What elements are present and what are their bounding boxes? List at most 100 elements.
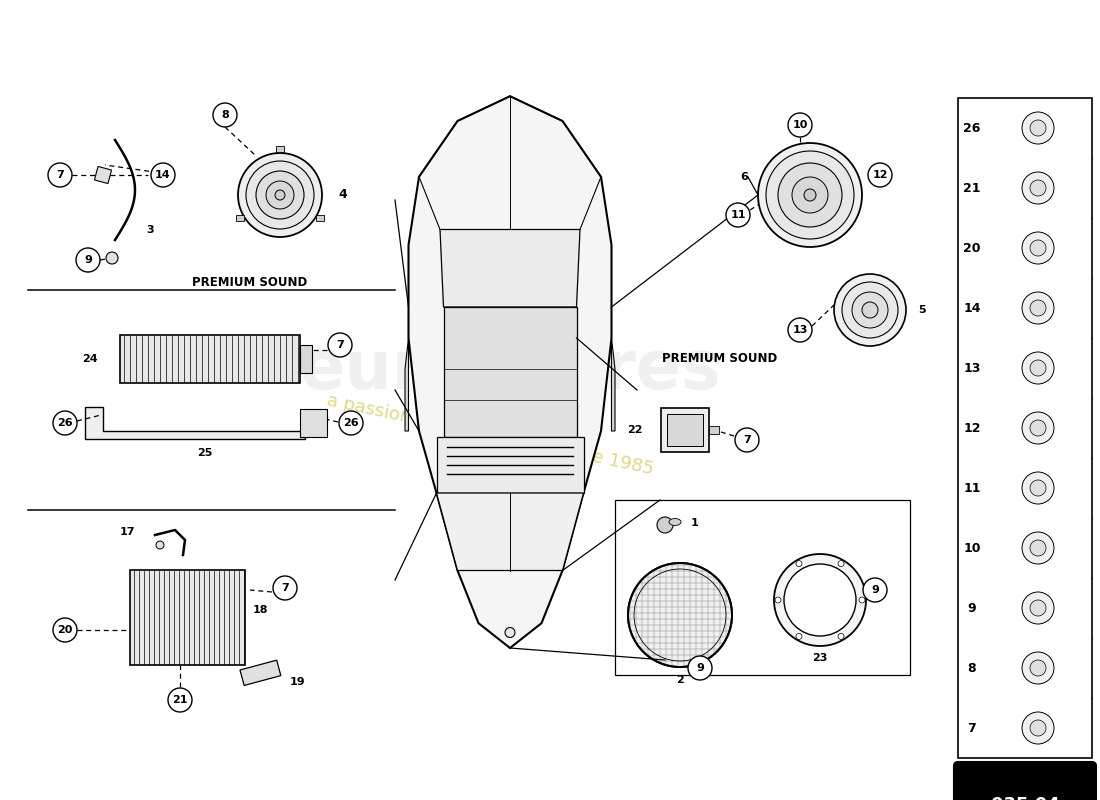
Text: 12: 12 xyxy=(872,170,888,180)
Circle shape xyxy=(1022,112,1054,144)
Circle shape xyxy=(1030,480,1046,496)
Circle shape xyxy=(852,292,888,328)
Text: 4: 4 xyxy=(338,189,346,202)
Polygon shape xyxy=(408,96,612,648)
Text: 7: 7 xyxy=(56,170,64,180)
Circle shape xyxy=(868,163,892,187)
Circle shape xyxy=(834,274,906,346)
Polygon shape xyxy=(85,407,305,439)
Circle shape xyxy=(778,163,842,227)
Bar xyxy=(120,335,300,383)
Circle shape xyxy=(76,248,100,272)
Text: PREMIUM SOUND: PREMIUM SOUND xyxy=(192,277,308,290)
Circle shape xyxy=(796,634,802,639)
Circle shape xyxy=(1030,120,1046,136)
Text: 11: 11 xyxy=(964,482,981,494)
Text: 7: 7 xyxy=(968,722,977,734)
Polygon shape xyxy=(437,437,583,493)
Text: PREMIUM SOUND: PREMIUM SOUND xyxy=(662,351,778,365)
Circle shape xyxy=(735,428,759,452)
Text: 10: 10 xyxy=(964,542,981,554)
Circle shape xyxy=(1030,420,1046,436)
Circle shape xyxy=(1030,720,1046,736)
Text: 7: 7 xyxy=(282,583,289,593)
Circle shape xyxy=(156,541,164,549)
Text: 21: 21 xyxy=(173,695,188,705)
Text: 11: 11 xyxy=(730,210,746,220)
Circle shape xyxy=(1022,532,1054,564)
Circle shape xyxy=(213,103,236,127)
Text: 20: 20 xyxy=(57,625,73,635)
Text: 18: 18 xyxy=(253,605,268,615)
Circle shape xyxy=(838,561,844,566)
Circle shape xyxy=(784,564,856,636)
Circle shape xyxy=(1030,180,1046,196)
Text: 12: 12 xyxy=(964,422,981,434)
Text: 14: 14 xyxy=(155,170,170,180)
Circle shape xyxy=(657,517,673,533)
Circle shape xyxy=(1022,352,1054,384)
Circle shape xyxy=(766,151,854,239)
Circle shape xyxy=(1030,540,1046,556)
Circle shape xyxy=(1030,660,1046,676)
Bar xyxy=(95,166,111,183)
Text: 24: 24 xyxy=(82,354,98,364)
Polygon shape xyxy=(443,307,576,437)
Text: 23: 23 xyxy=(812,653,827,663)
Bar xyxy=(236,215,244,221)
Circle shape xyxy=(328,333,352,357)
Text: 1: 1 xyxy=(691,518,698,528)
Text: 7: 7 xyxy=(744,435,751,445)
Circle shape xyxy=(726,203,750,227)
Circle shape xyxy=(1022,232,1054,264)
Text: 8: 8 xyxy=(968,662,977,674)
Circle shape xyxy=(275,190,285,200)
Circle shape xyxy=(1030,360,1046,376)
Circle shape xyxy=(628,563,732,667)
Circle shape xyxy=(792,177,828,213)
Text: 7: 7 xyxy=(337,340,344,350)
Polygon shape xyxy=(300,409,327,437)
Circle shape xyxy=(339,411,363,435)
FancyBboxPatch shape xyxy=(954,762,1096,800)
Circle shape xyxy=(1022,472,1054,504)
Text: 25: 25 xyxy=(197,448,212,458)
Circle shape xyxy=(842,282,898,338)
Circle shape xyxy=(862,302,878,318)
Text: 14: 14 xyxy=(964,302,981,314)
Text: 2: 2 xyxy=(676,675,684,685)
Circle shape xyxy=(53,411,77,435)
Circle shape xyxy=(758,143,862,247)
Circle shape xyxy=(273,576,297,600)
Circle shape xyxy=(1030,240,1046,256)
Circle shape xyxy=(505,627,515,638)
Text: 8: 8 xyxy=(221,110,229,120)
Ellipse shape xyxy=(669,518,681,526)
Circle shape xyxy=(788,113,812,137)
Circle shape xyxy=(238,153,322,237)
Polygon shape xyxy=(612,338,615,431)
Circle shape xyxy=(53,618,77,642)
Text: 6: 6 xyxy=(740,172,748,182)
Circle shape xyxy=(788,318,812,342)
Polygon shape xyxy=(440,230,580,307)
Text: 13: 13 xyxy=(792,325,807,335)
Polygon shape xyxy=(437,493,583,570)
Circle shape xyxy=(804,189,816,201)
Text: 19: 19 xyxy=(290,677,306,687)
Circle shape xyxy=(776,597,781,603)
Circle shape xyxy=(106,252,118,264)
Circle shape xyxy=(774,554,866,646)
Bar xyxy=(130,570,245,665)
Text: 26: 26 xyxy=(57,418,73,428)
Circle shape xyxy=(864,578,887,602)
Circle shape xyxy=(1022,172,1054,204)
Text: 3: 3 xyxy=(146,225,154,235)
Circle shape xyxy=(796,561,802,566)
Circle shape xyxy=(48,163,72,187)
Bar xyxy=(958,98,1092,758)
Circle shape xyxy=(1030,600,1046,616)
Bar xyxy=(710,426,719,434)
Circle shape xyxy=(266,181,294,209)
Text: 9: 9 xyxy=(871,585,879,595)
